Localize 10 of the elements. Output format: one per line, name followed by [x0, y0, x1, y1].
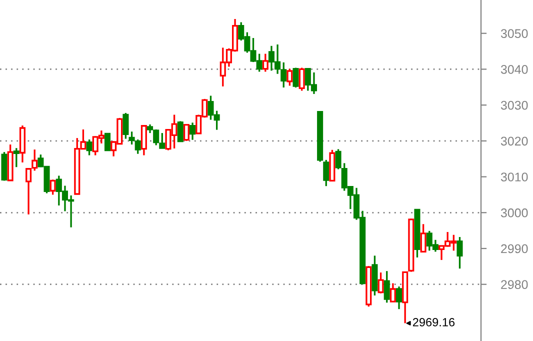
y-tick-label: 3030: [500, 100, 528, 110]
y-tick-label: 3000: [500, 208, 528, 218]
y-tick-label: 2980: [501, 280, 528, 289]
y-tick-label: 3010: [500, 172, 528, 182]
y-tick-label: 3020: [500, 136, 528, 146]
y-tick-label: 3040: [500, 65, 528, 74]
y-tick-label: 3050: [500, 29, 528, 38]
y-tick-label: 2990: [501, 244, 528, 254]
candlestick: [190, 122, 196, 141]
annotation: 2969.16: [412, 318, 455, 326]
